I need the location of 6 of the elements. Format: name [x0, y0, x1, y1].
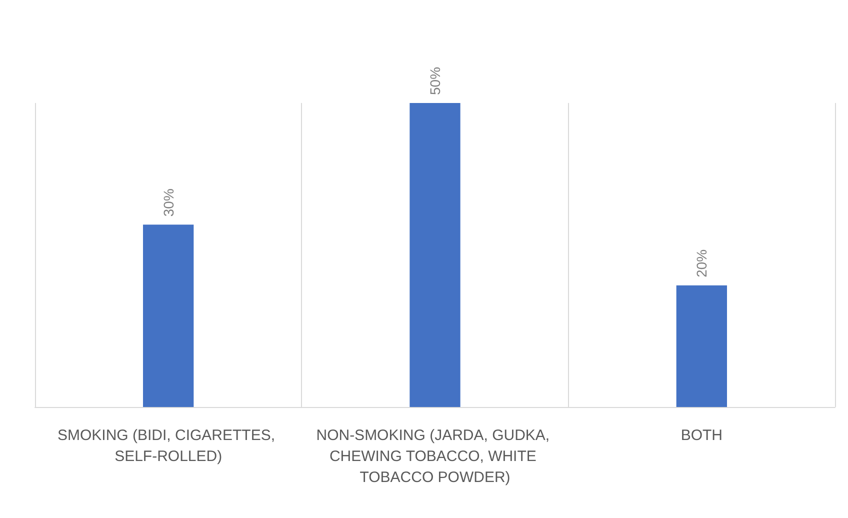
x-tick-label: BOTH: [680, 427, 723, 444]
x-tick-label: SMOKING (BIDI, CIGARETTES, SELF-ROLLED): [57, 427, 280, 465]
data-label: 30%: [160, 188, 176, 217]
data-label: 20%: [694, 249, 710, 278]
data-label: 50%: [427, 66, 443, 95]
x-tick-label: NON-SMOKING (JARDA, GUDKA, CHEWING TOBACCO, WHITE TOBACCO POWDER): [316, 427, 554, 486]
